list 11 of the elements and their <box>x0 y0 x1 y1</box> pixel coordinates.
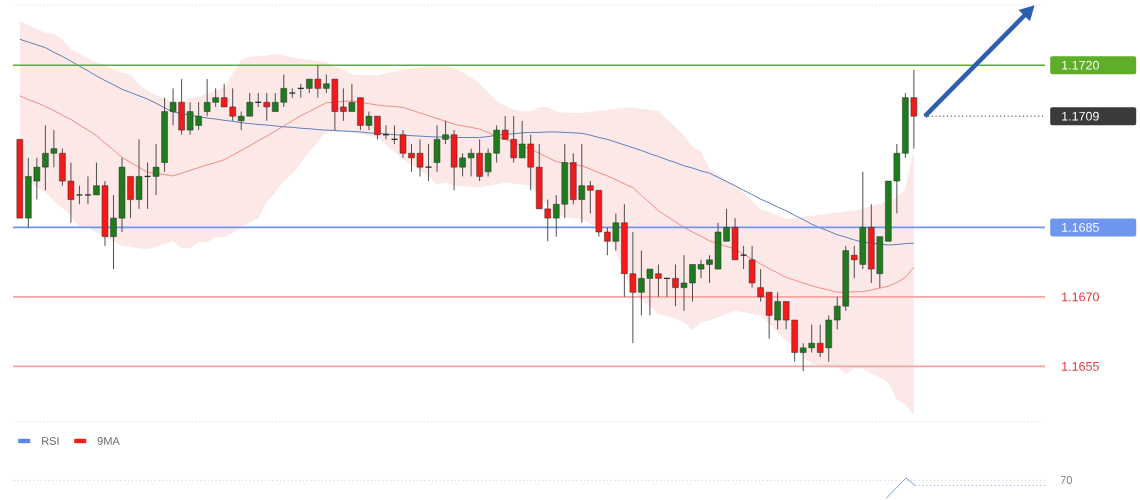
text: 70 <box>1060 476 1072 484</box>
text: RSI <box>42 437 59 445</box>
candlestick <box>84 175 92 205</box>
text: 9MA <box>97 437 120 445</box>
candlestick <box>263 92 270 122</box>
ref-line-label: 1.1670 <box>1062 292 1099 302</box>
ref-line-label: 1.1655 <box>1062 361 1099 371</box>
ref-line-label: 1.1685 <box>1062 222 1099 232</box>
candlestick <box>748 245 756 289</box>
ref-line-label: 1.1720 <box>1062 60 1099 70</box>
ref-line-label: 1.1709 <box>1062 111 1099 121</box>
